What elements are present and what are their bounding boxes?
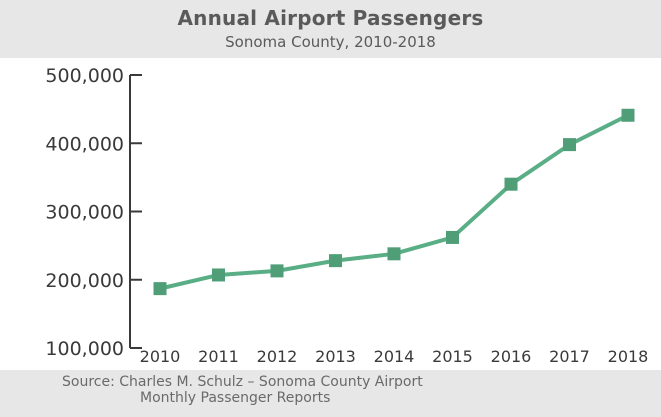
x-tick-label: 2018 [608, 347, 649, 366]
plot-area: 500,000 400,000 300,000 200,000 100,000 2010 2… [0, 58, 661, 370]
data-point-marker [329, 254, 342, 268]
axes [129, 74, 142, 349]
x-tick-label: 2015 [432, 347, 473, 366]
x-tick-label: 2010 [140, 347, 181, 366]
x-tick-label: 2013 [315, 347, 356, 366]
source-note: Source: Charles M. Schulz – Sonoma Count… [62, 374, 622, 406]
data-point-marker [270, 264, 284, 278]
data-point-marker [621, 108, 635, 122]
data-point-marker [387, 247, 401, 261]
y-tick-label: 400,000 [45, 133, 124, 155]
y-tick-label: 300,000 [45, 202, 124, 224]
y-tick-label: 200,000 [45, 270, 124, 292]
series-line [159, 113, 629, 291]
line-chart: 500,000 400,000 300,000 200,000 100,000 2010 2… [45, 65, 648, 366]
chart-header: Annual Airport Passengers Sonoma County,… [0, 0, 661, 58]
x-tick-label: 2016 [491, 347, 532, 366]
source-line-2: Monthly Passenger Reports [140, 390, 331, 406]
chart-title: Annual Airport Passengers [177, 6, 484, 30]
data-point-marker [504, 177, 518, 191]
tick-labels: 500,000 400,000 300,000 200,000 100,000 2010 2… [45, 65, 648, 366]
series-layer [153, 108, 635, 296]
x-tick-label: 2014 [374, 347, 415, 366]
chart-subtitle: Sonoma County, 2010-2018 [225, 33, 436, 51]
y-tick-label: 500,000 [45, 65, 124, 87]
chart-footer [0, 370, 661, 417]
y-tick-label: 100,000 [45, 338, 124, 360]
data-point-marker [563, 138, 576, 152]
x-tick-label: 2017 [549, 347, 590, 366]
data-point-marker [446, 230, 459, 244]
source-line-1: Source: Charles M. Schulz – Sonoma Count… [62, 374, 423, 390]
data-point-marker [153, 282, 167, 296]
x-tick-label: 2011 [198, 347, 239, 366]
data-point-marker [212, 268, 225, 282]
x-tick-label: 2012 [257, 347, 298, 366]
